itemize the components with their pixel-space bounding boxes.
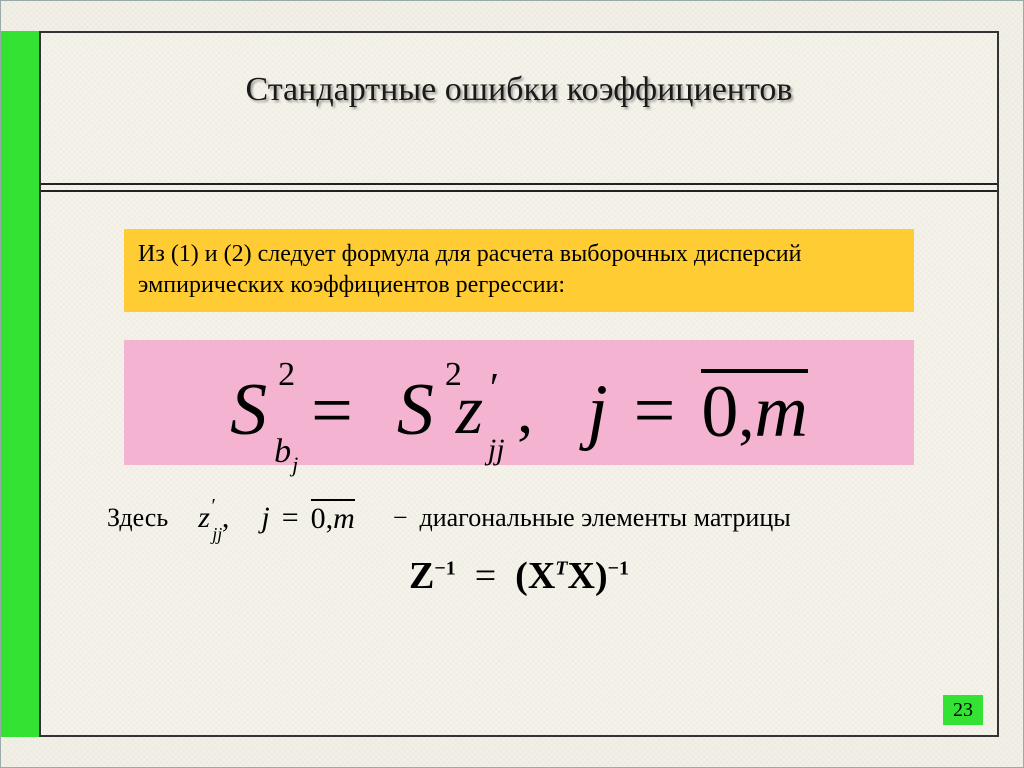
mini-zero: 0 [311,502,326,535]
sym-z: z [456,372,483,449]
sub-bj: bj [274,433,297,471]
mini-m: m [333,502,355,535]
sym-zero: 0 [701,371,738,453]
sym-equals-2: = [634,374,676,448]
mini-comma: , [222,501,230,535]
title-double-rule [41,183,997,193]
page-number-badge: 23 [943,695,983,725]
mx-X2: X [568,555,595,597]
slide-outer: Стандартные ошибки коэффициентов Из (1) … [0,0,1024,768]
left-green-strip [1,31,39,737]
mini-zprime-jj: z ′ jj [198,501,210,535]
sup-2: 2 [278,356,295,394]
mini-overline-0m: 0,m [311,499,355,536]
mx-T: T [555,558,567,580]
body-area: Из (1) и (2) следует формула для расчета… [41,213,997,715]
explanation-line: Здесь z ′ jj , j = 0,m − диаг [107,499,951,536]
sym-S-2: S [397,369,434,451]
term-S2-bj: S 2 bj [230,368,267,453]
sub-j: j [292,452,298,477]
text-rest: диагональные элементы матрицы [420,503,791,533]
sym-j: j [587,374,608,448]
text-here: Здесь [107,503,168,533]
sym-comma-1: , [517,374,533,448]
sym-comma-2: , [738,379,754,450]
page-number: 23 [953,699,973,722]
mx-rpar: ) [595,555,608,597]
title-area: Стандартные ошибки коэффициентов [41,33,997,109]
sym-equals-1: = [311,374,353,448]
mx-X1: X [528,555,555,597]
mx-Z-neg1: −1 [434,558,455,580]
mx-eq: = [475,555,496,597]
term-zprime-jj: z ′ jj [456,371,483,451]
mini-jj: jj [212,524,222,545]
main-formula: S 2 bj = S 2 z [148,368,890,453]
text-dash: − [393,503,408,533]
intro-paragraph: Из (1) и (2) следует формула для расчета… [124,229,914,312]
sub-b: b [274,433,291,470]
slide-title: Стандартные ошибки коэффициентов [41,71,997,109]
mini-j: j [261,501,269,535]
slide-inner: Стандартные ошибки коэффициентов Из (1) … [39,31,999,737]
mx-Z: Z [409,555,434,597]
term-S2: S 2 [397,368,434,453]
mx-lpar: ( [515,555,528,597]
sub-jj: jj [488,433,505,467]
sym-m: m [754,371,807,453]
mini-z: z [198,501,210,534]
mini-eq: = [282,501,299,535]
mx-neg1: −1 [608,558,629,580]
matrix-equation: Z−1 = (XTX)−1 [87,554,951,598]
overline-0m: 0,m [701,369,807,452]
sym-prime: ′ [490,365,499,413]
sym-S: S [230,369,267,451]
mini-prime: ′ [210,495,214,518]
main-formula-box: S 2 bj = S 2 z [124,340,914,465]
